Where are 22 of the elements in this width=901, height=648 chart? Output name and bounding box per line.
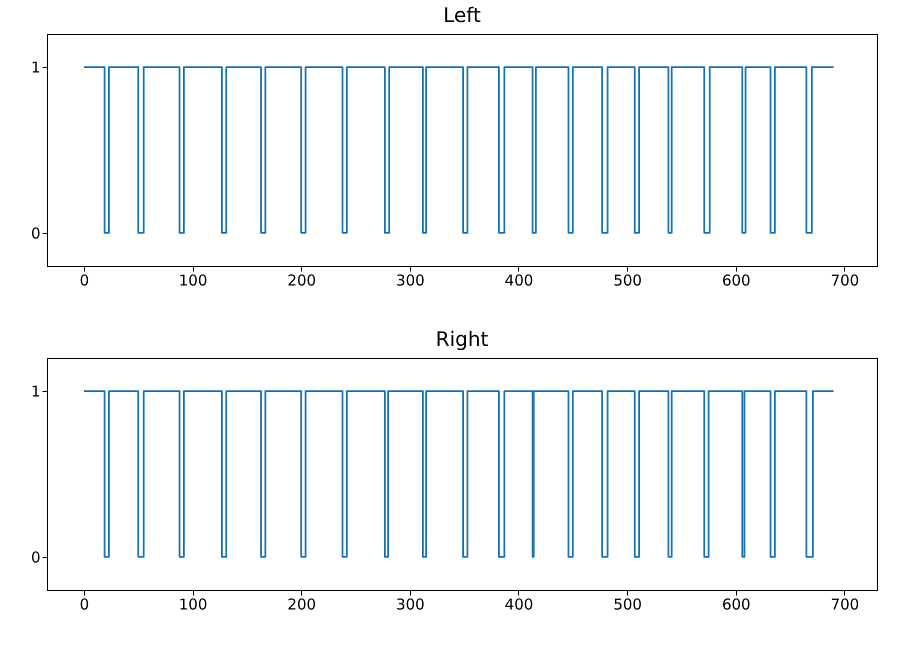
x-tick-label: 200 — [287, 596, 316, 614]
x-tick-label: 600 — [722, 272, 751, 290]
x-tick-label: 0 — [80, 272, 90, 290]
x-tick-label: 600 — [722, 596, 751, 614]
x-tick-label: 700 — [830, 596, 860, 614]
y-tick-label: 0 — [30, 224, 40, 242]
x-tick-label: 0 — [80, 596, 90, 614]
x-tick-label: 500 — [613, 596, 642, 614]
x-tick-label: 300 — [396, 272, 425, 290]
x-tick-label: 100 — [178, 272, 208, 290]
x-tick-label: 700 — [830, 272, 860, 290]
y-tick-label: 1 — [30, 382, 40, 401]
x-tick-label: 400 — [504, 272, 534, 290]
chart-title: Left — [443, 3, 481, 27]
x-tick-label: 500 — [613, 272, 642, 290]
chart-title: Right — [436, 327, 488, 351]
x-tick-label: 200 — [287, 272, 316, 290]
x-tick-label: 100 — [178, 596, 208, 614]
y-tick-label: 0 — [30, 548, 40, 566]
y-tick-label: 1 — [30, 58, 40, 77]
x-tick-label: 400 — [504, 596, 534, 614]
x-tick-label: 300 — [396, 596, 425, 614]
